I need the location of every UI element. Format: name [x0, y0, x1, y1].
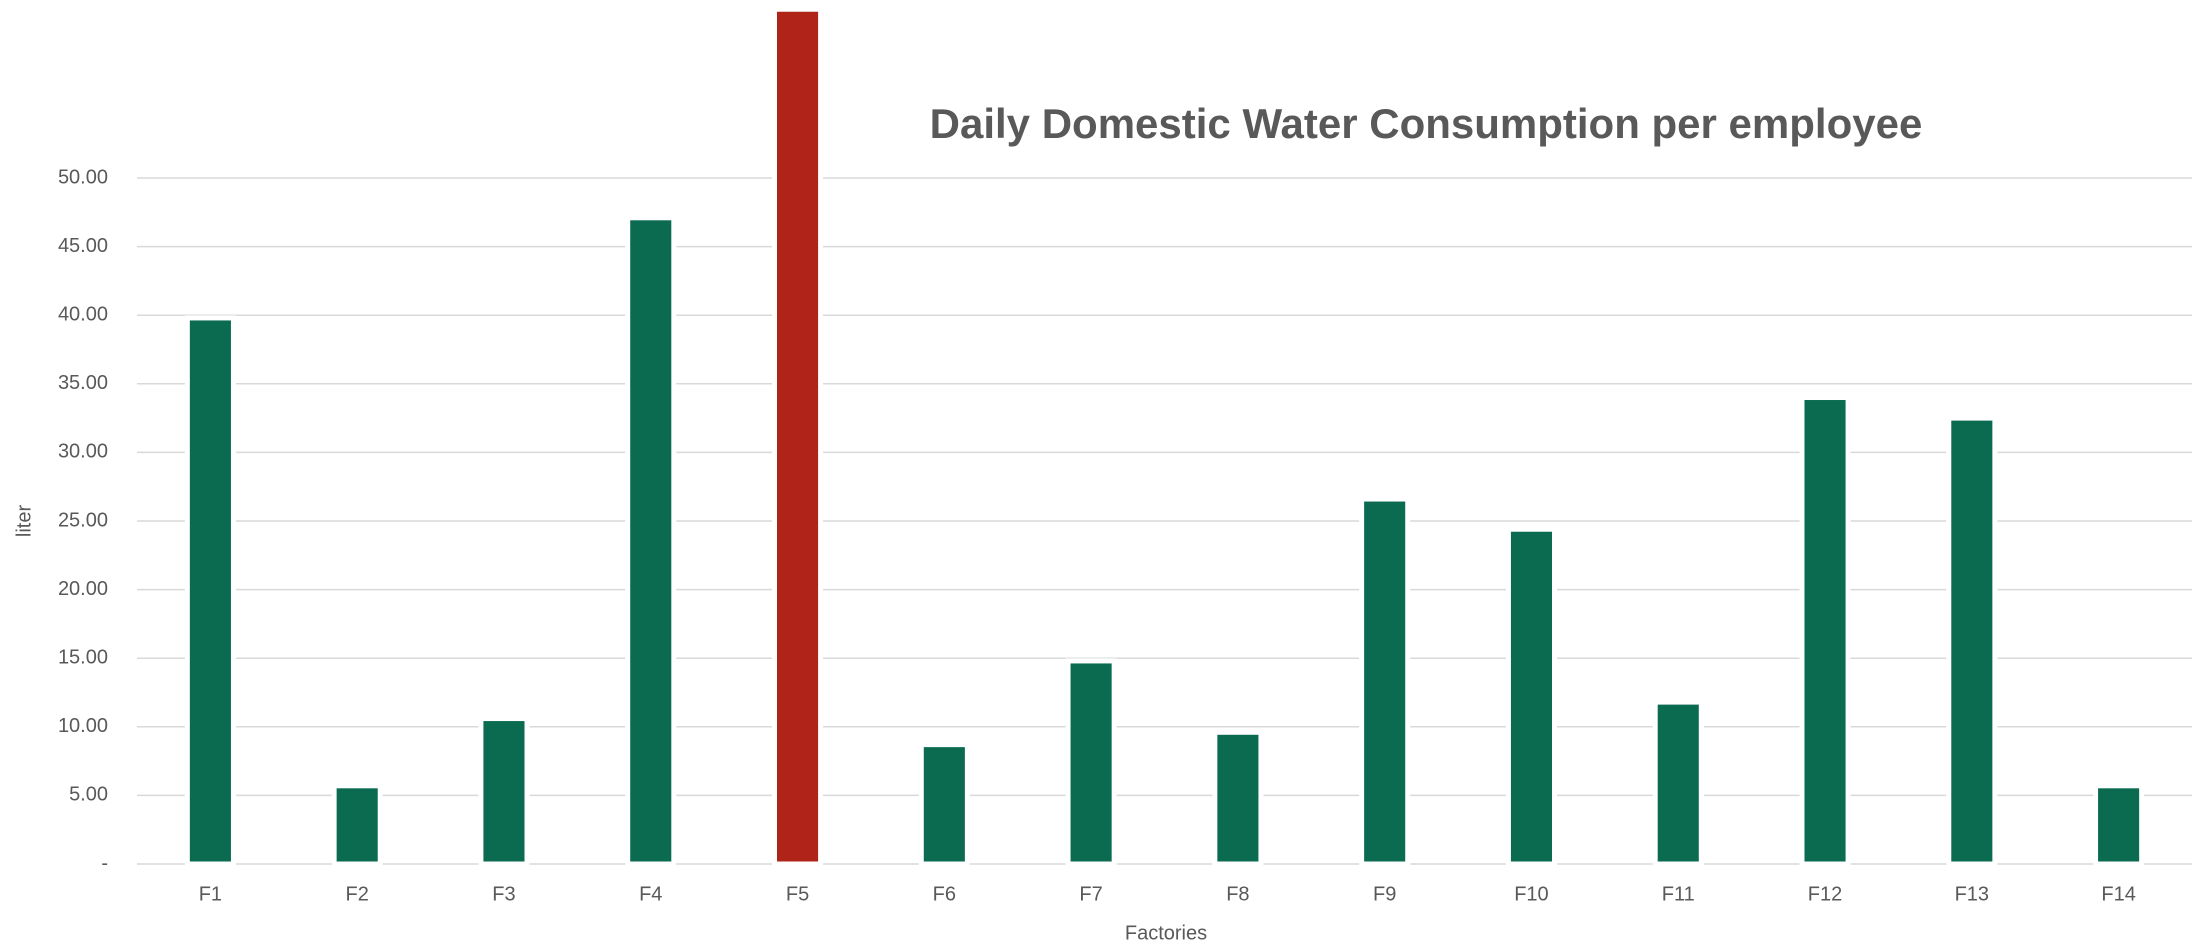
x-tick-label: F4 — [639, 883, 662, 905]
y-axis-label: liter — [13, 505, 35, 538]
bar — [1359, 496, 1411, 867]
x-tick-label: F12 — [1808, 883, 1842, 905]
y-tick-label: 50.00 — [58, 166, 108, 188]
x-tick-label: F6 — [933, 883, 956, 905]
bar — [184, 315, 236, 867]
bar — [1946, 415, 1998, 867]
y-tick-label: 10.00 — [58, 715, 108, 737]
bar — [1652, 699, 1704, 867]
x-tick-label: F9 — [1373, 883, 1396, 905]
chart-title: Daily Domestic Water Consumption per emp… — [930, 100, 1923, 147]
bar — [1505, 526, 1558, 867]
x-axis-label: Factories — [1125, 922, 1207, 944]
x-tick-label: F3 — [492, 883, 515, 905]
x-tick-label: F7 — [1079, 883, 1102, 905]
x-tick-label: F10 — [1514, 883, 1548, 905]
y-tick-label: 25.00 — [58, 509, 108, 531]
x-tick-label: F5 — [786, 883, 809, 905]
x-tick-label: F14 — [2101, 883, 2135, 905]
bar — [1065, 658, 1117, 867]
y-tick-label: 45.00 — [58, 235, 108, 257]
y-tick-label: - — [101, 852, 108, 874]
x-tick-label: F11 — [1662, 883, 1695, 905]
bar — [331, 783, 383, 867]
y-tick-label: 35.00 — [58, 372, 108, 394]
bar — [2093, 783, 2145, 867]
y-tick-label: 40.00 — [58, 303, 108, 325]
x-tick-label: F8 — [1226, 883, 1249, 905]
bar — [918, 742, 970, 867]
bar — [1799, 395, 1851, 867]
y-tick-label: 5.00 — [69, 784, 108, 806]
x-tick-label: F2 — [346, 883, 369, 905]
bar — [1212, 729, 1264, 867]
bar — [478, 716, 530, 867]
bar — [771, 6, 824, 867]
x-tick-label: F13 — [1955, 883, 1989, 905]
y-tick-label: 20.00 — [58, 578, 108, 600]
x-tick-label: F1 — [199, 883, 222, 905]
y-tick-label: 30.00 — [58, 441, 108, 463]
bar — [625, 215, 677, 867]
y-tick-label: 15.00 — [58, 646, 108, 668]
